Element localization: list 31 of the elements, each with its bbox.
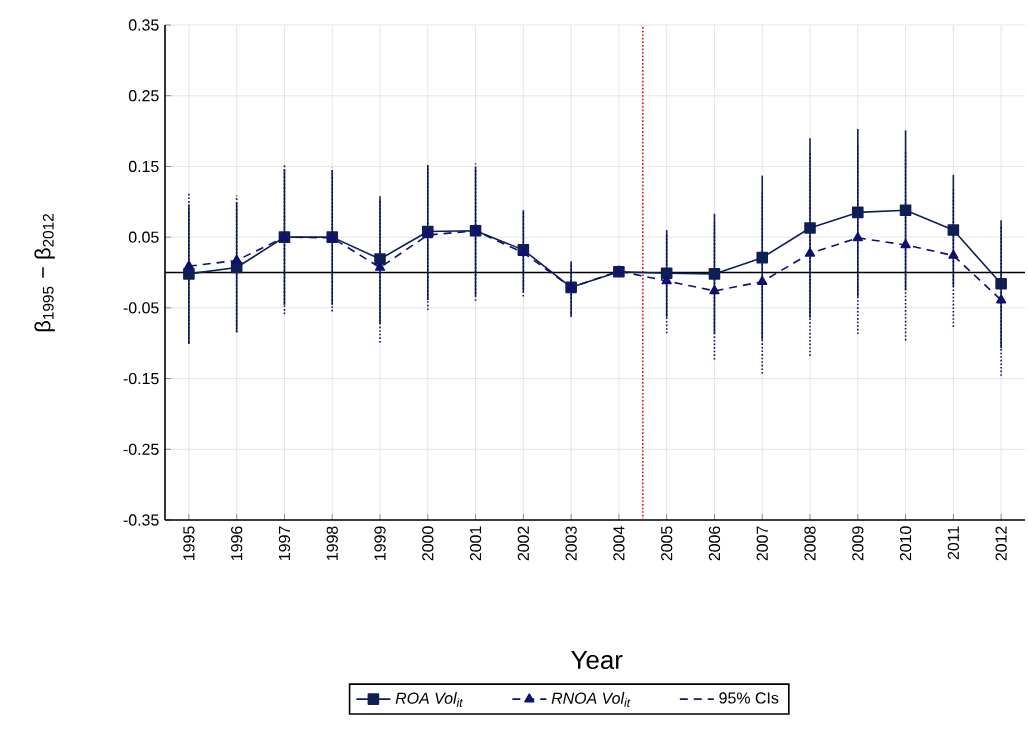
x-tick-label: 2006 — [708, 526, 721, 561]
text: 95% CIs — [719, 692, 779, 704]
y-tick-label: -0.15 — [123, 372, 159, 385]
y-tick-label: -0.35 — [123, 514, 159, 526]
x-tick-label: 2008 — [804, 526, 816, 561]
y-axis-title: β$_{1995}$ − β$_{2012}$ — [34, 214, 55, 332]
y-tick-label: -0.25 — [123, 443, 159, 455]
y-tick-label: 0.05 — [128, 231, 159, 243]
x-tick-label: 1998 — [326, 526, 338, 560]
y-tick-label: 0.35 — [128, 19, 159, 31]
x-tick-label: 1996 — [231, 526, 243, 560]
x-tick-label: 2010 — [899, 526, 912, 561]
x-tick-label: 2011 — [947, 526, 959, 560]
y-tick-label: 0.25 — [128, 90, 159, 102]
x-tick-label: 1995 — [183, 526, 195, 560]
x-tick-label: 2012 — [995, 526, 1007, 561]
x-tick-label: 2005 — [661, 526, 673, 561]
x-tick-label: 1999 — [374, 526, 386, 560]
y-tick-label: 0.15 — [128, 160, 159, 173]
x-tick-label: 2001 — [469, 526, 482, 561]
x-tick-label: 2002 — [517, 526, 529, 561]
legend-label: RNOA Vol$_{it}$ — [551, 692, 631, 707]
y-tick-label: -0.05 — [123, 302, 159, 314]
x-tick-label: 2007 — [756, 526, 768, 561]
x-tick-label: 2004 — [613, 526, 625, 561]
x-axis-title: Year — [571, 651, 623, 670]
legend-label: ROA Vol$_{it}$ — [395, 692, 463, 707]
x-tick-label: 2009 — [852, 526, 864, 561]
x-tick-label: 2000 — [422, 526, 434, 561]
x-tick-label: 2003 — [565, 526, 577, 561]
x-tick-label: 1997 — [278, 526, 291, 560]
